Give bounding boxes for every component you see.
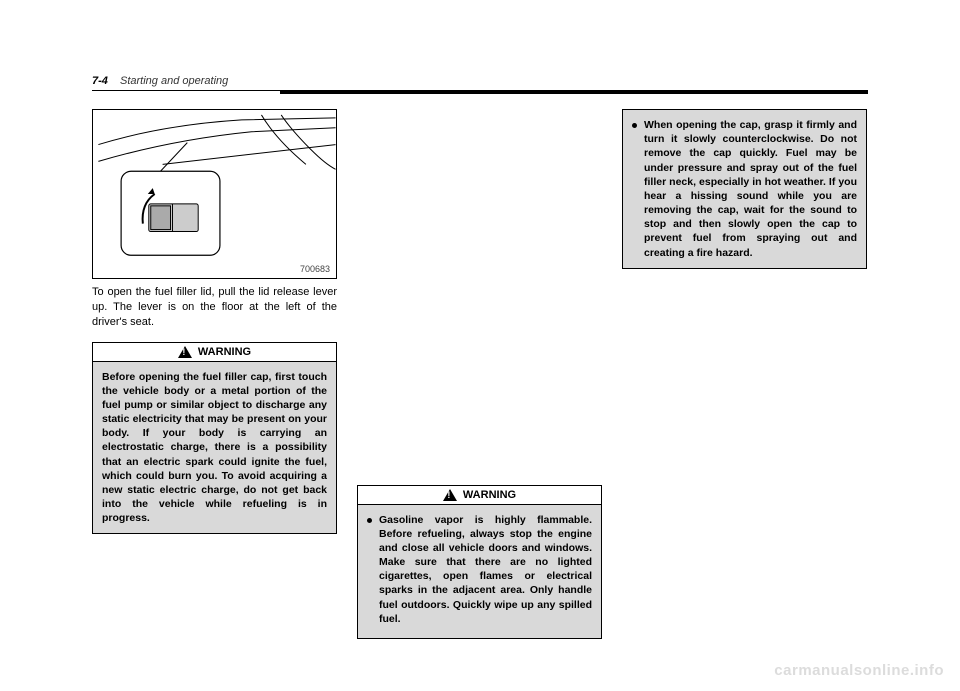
warning-2-item: Gasoline vapor is highly flammable. Befo… xyxy=(367,513,592,626)
fuel-lever-svg xyxy=(93,110,336,278)
warning-box-2: WARNING Gasoline vapor is highly flammab… xyxy=(357,485,602,639)
col1-body-text: To open the fuel filler lid, pull the li… xyxy=(92,285,337,330)
warning-body-1: Before opening the fuel filler cap, firs… xyxy=(93,362,336,534)
warning-header: WARNING xyxy=(93,343,336,362)
page-header-title: Starting and operating xyxy=(120,75,228,87)
warning-icon xyxy=(443,489,457,501)
illustration-number: 700683 xyxy=(300,264,330,274)
warning-label: WARNING xyxy=(198,346,251,358)
column-1: 700683 To open the fuel filler lid, pull… xyxy=(92,109,337,639)
manual-page: 7-4 Starting and operating xyxy=(92,90,868,646)
warning-box-1: WARNING Before opening the fuel filler c… xyxy=(92,342,337,535)
content-columns: 700683 To open the fuel filler lid, pull… xyxy=(92,109,868,639)
page-number: 7-4 xyxy=(92,75,108,87)
warning-header-2: WARNING xyxy=(358,486,601,505)
warning-label-2: WARNING xyxy=(463,489,516,501)
fuel-lever-illustration: 700683 xyxy=(92,109,337,279)
watermark: carmanualsonline.info xyxy=(774,662,944,679)
column-3: When opening the cap, grasp it firmly an… xyxy=(622,109,867,639)
warning-3-item: When opening the cap, grasp it firmly an… xyxy=(632,118,857,260)
warning-icon xyxy=(178,346,192,358)
warning-continuation: When opening the cap, grasp it firmly an… xyxy=(622,109,867,269)
header-rule xyxy=(280,91,868,94)
column-2: WARNING Gasoline vapor is highly flammab… xyxy=(357,109,602,639)
warning-body-2: Gasoline vapor is highly flammable. Befo… xyxy=(358,505,601,638)
